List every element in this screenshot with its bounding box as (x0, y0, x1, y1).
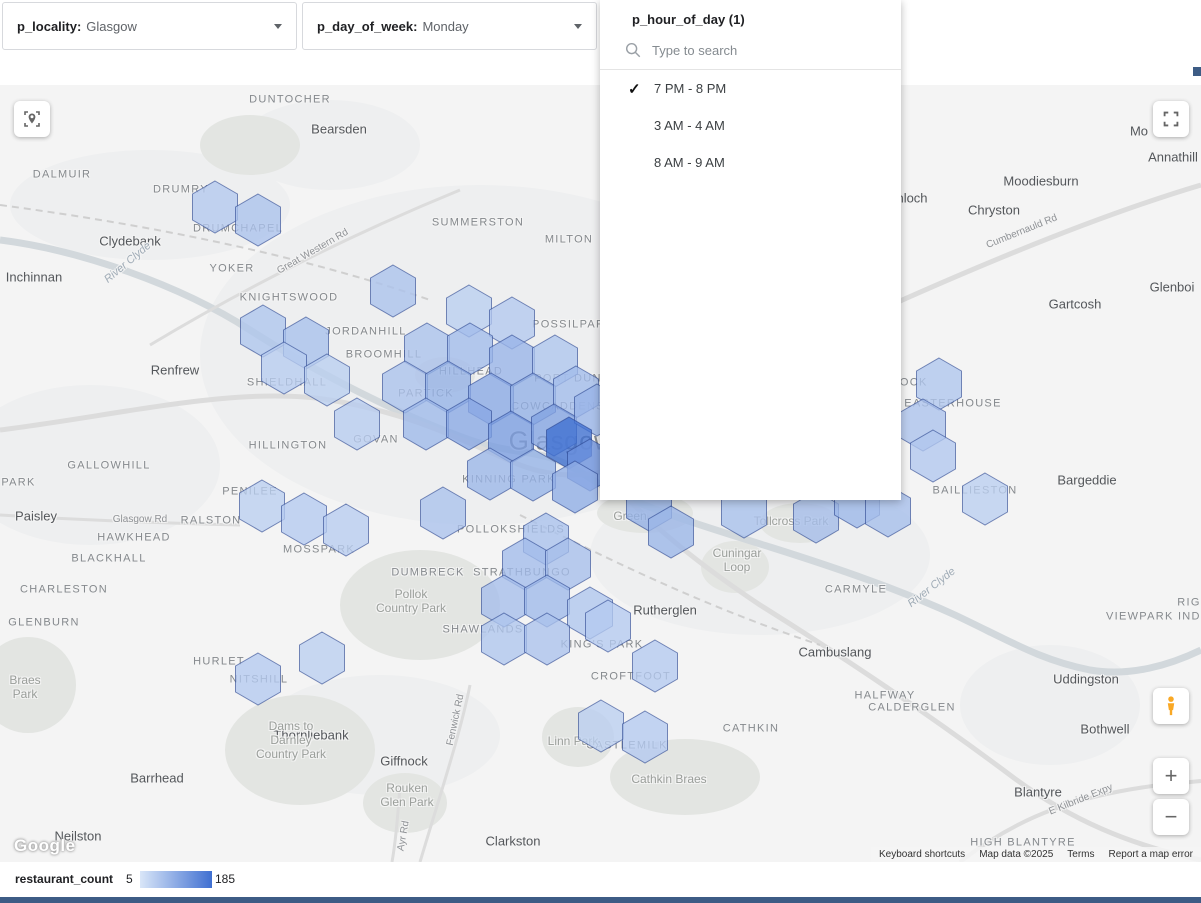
hex-bin[interactable] (323, 503, 369, 557)
recenter-button[interactable] (14, 101, 50, 137)
hex-bin[interactable] (910, 429, 956, 483)
horizontal-scrollbar[interactable] (0, 897, 1201, 903)
hour-of-day-filter-panel: p_hour_of_day (1) ✓ 7 PM - 8 PM 3 AM - 4 A… (600, 0, 901, 500)
hex-bin[interactable] (510, 448, 556, 502)
map-data-label: Map data ©2025 (979, 849, 1054, 860)
locality-filter-value: Glasgow (86, 18, 137, 34)
legend-max-value: 185 (215, 872, 236, 886)
zoom-in-button[interactable]: + (1153, 758, 1189, 794)
zoom-out-button[interactable]: − (1153, 799, 1189, 835)
hex-bin[interactable] (632, 639, 678, 693)
pegman-button[interactable] (1153, 688, 1189, 724)
hex-bin[interactable] (524, 612, 570, 666)
hour-option-label: 3 AM - 4 AM (654, 118, 725, 133)
hex-bin[interactable] (648, 505, 694, 559)
search-input[interactable] (652, 42, 862, 58)
hex-bin[interactable] (235, 652, 281, 706)
hex-bin[interactable] (261, 341, 307, 395)
google-logo[interactable]: Google (14, 836, 76, 855)
keyboard-shortcuts-link[interactable]: Keyboard shortcuts (879, 849, 966, 860)
panel-search-row (600, 37, 901, 70)
legend-gradient (140, 871, 212, 888)
hex-bin[interactable] (622, 710, 668, 764)
pegman-icon (1167, 696, 1175, 716)
day-filter-label: p_day_of_week: (317, 18, 418, 34)
map-attribution: Keyboard shortcuts Map data ©2025 Terms … (871, 847, 1201, 862)
hex-bin[interactable] (299, 631, 345, 685)
hex-bin[interactable] (370, 264, 416, 318)
hour-option[interactable]: 8 AM - 9 AM (600, 144, 901, 181)
chevron-down-icon (274, 23, 282, 29)
chevron-down-icon (574, 23, 582, 29)
hex-bin[interactable] (552, 460, 598, 514)
locality-filter-control[interactable]: p_locality: Glasgow (2, 2, 297, 50)
day-of-week-filter-control[interactable]: p_day_of_week: Monday (302, 2, 597, 50)
hex-bin[interactable] (962, 472, 1008, 526)
vertical-scrollbar-thumb[interactable] (1193, 67, 1201, 76)
hex-bin[interactable] (239, 479, 285, 533)
hex-bin[interactable] (585, 599, 631, 653)
fullscreen-button[interactable] (1153, 101, 1189, 137)
terms-link[interactable]: Terms (1067, 849, 1095, 860)
day-filter-value: Monday (422, 18, 469, 34)
panel-title: p_hour_of_day (1) (632, 12, 745, 27)
hex-bin[interactable] (334, 397, 380, 451)
hour-option[interactable]: ✓ 7 PM - 8 PM (600, 70, 901, 107)
hex-bin[interactable] (281, 492, 327, 546)
locality-filter-label: p_locality: (17, 18, 82, 34)
hex-layer (192, 180, 1008, 764)
legend-bar: restaurant_count 5 185 (0, 862, 1201, 897)
legend-field-name: restaurant_count (15, 872, 114, 886)
hex-bin[interactable] (235, 193, 281, 247)
hour-option[interactable]: 3 AM - 4 AM (600, 107, 901, 144)
hex-bin[interactable] (578, 699, 624, 753)
hex-bin[interactable] (481, 612, 527, 666)
search-icon (625, 42, 641, 58)
legend-min-value: 5 (126, 872, 133, 886)
plus-icon: + (1164, 763, 1178, 788)
report-error-link[interactable]: Report a map error (1108, 849, 1193, 860)
option-list: ✓ 7 PM - 8 PM 3 AM - 4 AM 8 AM - 9 AM (600, 70, 901, 181)
location-pin-icon (24, 111, 40, 127)
hex-bin[interactable] (192, 180, 238, 234)
hex-bin[interactable] (420, 486, 466, 540)
hex-bin[interactable] (446, 397, 492, 451)
check-icon: ✓ (628, 80, 641, 98)
hex-bin[interactable] (304, 353, 350, 407)
hour-option-label: 8 AM - 9 AM (654, 155, 725, 170)
fullscreen-icon (1163, 111, 1179, 127)
hour-option-label: 7 PM - 8 PM (654, 81, 727, 96)
minus-icon: − (1164, 804, 1178, 829)
